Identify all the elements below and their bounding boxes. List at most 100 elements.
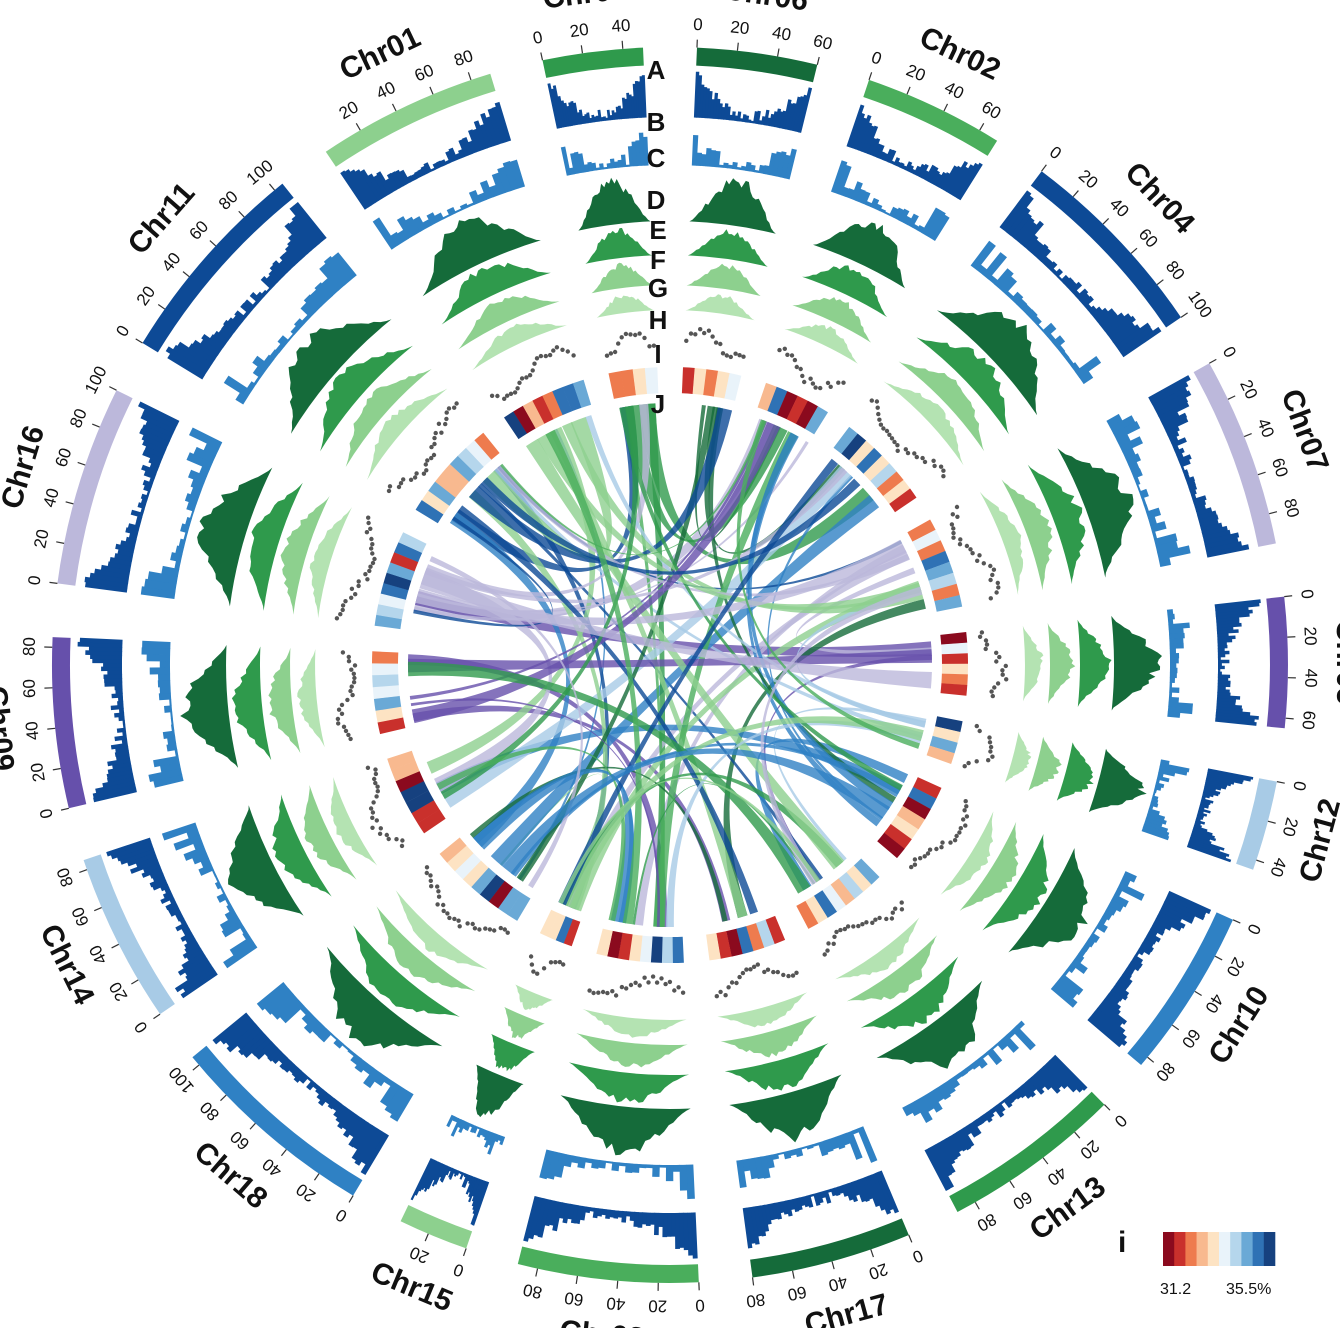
chr04-track-b-bar bbox=[1054, 268, 1063, 278]
chr17-point bbox=[765, 967, 771, 972]
chr07-track-b-bar bbox=[1177, 454, 1192, 464]
chr18-heat-bin bbox=[454, 853, 481, 880]
chr01-heat-bin bbox=[504, 411, 528, 440]
chr09-track-c-bar bbox=[171, 724, 175, 732]
chr08-track-c-bar bbox=[539, 1149, 554, 1180]
chr01-track-b-bar bbox=[367, 173, 386, 199]
chr03-track-b-bar bbox=[641, 75, 647, 118]
chr04-point bbox=[881, 426, 886, 431]
chr10-track-i bbox=[877, 777, 942, 859]
chr05-track-f bbox=[1047, 623, 1076, 704]
chr02-heat-bin bbox=[767, 386, 788, 416]
chr13-track-b-bar bbox=[986, 1109, 995, 1119]
chr17-track-b-bar bbox=[840, 1184, 849, 1197]
chr11-track-c-bar bbox=[321, 278, 339, 296]
synteny-link bbox=[545, 430, 748, 918]
chr05-track-b-bar bbox=[1216, 622, 1242, 629]
chr17-track-b-bar bbox=[877, 1170, 899, 1214]
chr12-track-c-bar bbox=[1158, 766, 1188, 776]
chr10-track-b-bar bbox=[1138, 945, 1152, 956]
synteny-link bbox=[767, 475, 884, 821]
chr03-track-b-bar bbox=[573, 102, 580, 125]
chr12-track-g bbox=[1005, 732, 1032, 783]
chr04-track-b-bar bbox=[1057, 275, 1063, 281]
chr08-tick-label: 0 bbox=[695, 1296, 705, 1315]
chr08-track-c-bar bbox=[591, 1159, 600, 1169]
chr11-tick-label: 100 bbox=[243, 156, 277, 189]
chr07-track-b-bar bbox=[1189, 489, 1197, 496]
chr04-point bbox=[874, 399, 880, 404]
chr08-track-b-bar bbox=[621, 1210, 627, 1223]
chr03-tick bbox=[540, 52, 544, 61]
chr11-point bbox=[439, 430, 444, 435]
chr09-track-b-bar bbox=[106, 769, 133, 779]
chr16-heat-bin bbox=[374, 614, 402, 630]
chr10-track-b-bar bbox=[1111, 986, 1128, 1001]
synteny-link bbox=[694, 405, 781, 541]
chr15-track-b-bar bbox=[440, 1165, 450, 1183]
chr14-track-c-bar bbox=[173, 834, 202, 851]
chr04-track-b-bar bbox=[1037, 247, 1052, 262]
chr08-track-e bbox=[569, 1062, 690, 1103]
chr03-track-b-bar bbox=[621, 97, 627, 119]
chr05-track-b-bar bbox=[1215, 613, 1250, 620]
chr10-track-b-bar bbox=[1132, 954, 1144, 964]
chr13-ideogram bbox=[949, 1091, 1105, 1212]
chr18-track-c-bar bbox=[303, 1016, 321, 1034]
chr10-track-c-bar bbox=[1070, 958, 1088, 974]
chr10-track-c-bar bbox=[1122, 871, 1137, 883]
chr12-track-b-bar bbox=[1207, 768, 1254, 780]
chr04-track-b-bar bbox=[1047, 261, 1058, 272]
chr10-track-b-bar bbox=[1128, 961, 1141, 972]
chr05-point bbox=[983, 638, 989, 643]
chr13-heat-bin bbox=[838, 872, 864, 899]
chr07-track-c-bar bbox=[1133, 476, 1141, 486]
chr01-track-b-bar bbox=[430, 167, 436, 172]
chr03-tick bbox=[580, 45, 584, 54]
chr17-tick-label: 60 bbox=[786, 1282, 808, 1304]
chr18-point bbox=[435, 884, 440, 889]
chr04-track-b-bar bbox=[1081, 295, 1094, 308]
chr07-point bbox=[951, 535, 956, 540]
chr12-track-c-bar bbox=[1147, 808, 1160, 816]
chr17-track-c-bar bbox=[771, 1153, 780, 1160]
chr10-track-b-bar bbox=[1144, 935, 1157, 945]
chr17-label: Chr17 bbox=[801, 1288, 892, 1328]
chr04-track-b-bar bbox=[999, 190, 1032, 231]
chr12-track-b-bar bbox=[1203, 788, 1221, 795]
chr15-heat-bin bbox=[555, 916, 573, 944]
chr06-track-b-bar bbox=[702, 87, 708, 119]
chr17-track-b-bar bbox=[767, 1203, 775, 1221]
chromosome-ideogram-track: 0 20 40 60020406002040608010002040608002040… bbox=[20, 15, 1321, 1316]
chr12-point bbox=[988, 749, 993, 754]
chr01-tick-label: 60 bbox=[412, 61, 437, 86]
chr11-track-b-bar bbox=[200, 339, 221, 356]
chr07-track-b-bar bbox=[1152, 387, 1188, 410]
chr13-point bbox=[826, 941, 831, 946]
chr05-track-b-bar bbox=[1215, 715, 1255, 723]
chr13-track-c-bar bbox=[980, 1052, 989, 1059]
chr09-track-b-bar bbox=[119, 708, 125, 714]
chr04-track-c-bar bbox=[1061, 351, 1070, 360]
chr08-track-b-bar bbox=[589, 1207, 595, 1212]
chr03-point bbox=[642, 335, 647, 341]
chr09-track-e bbox=[231, 646, 272, 761]
chr09-track-c-bar bbox=[158, 692, 172, 701]
chr09-track-h bbox=[335, 650, 358, 742]
chr09-tick-label: 40 bbox=[22, 720, 43, 741]
chr14-track-b-bar bbox=[117, 844, 154, 862]
chr05-track-b-bar bbox=[1218, 662, 1222, 667]
chr03-point bbox=[647, 344, 652, 349]
chr09-track-c-bar bbox=[159, 686, 171, 694]
chr07-track-b-bar bbox=[1192, 495, 1207, 504]
chr14-track-b-bar bbox=[152, 873, 165, 882]
chr01-heat-bin bbox=[522, 400, 545, 429]
chr02-track-b-bar bbox=[919, 163, 929, 179]
chr06-point bbox=[684, 338, 689, 343]
chr10-track-b-bar bbox=[1126, 964, 1136, 973]
chr10-track-b-bar bbox=[1113, 983, 1130, 997]
chr05-track-c-bar bbox=[1169, 682, 1173, 688]
chr17-track-b-bar bbox=[785, 1199, 793, 1217]
chr14-point bbox=[373, 780, 378, 786]
chr18-track-b-bar bbox=[348, 1120, 369, 1148]
